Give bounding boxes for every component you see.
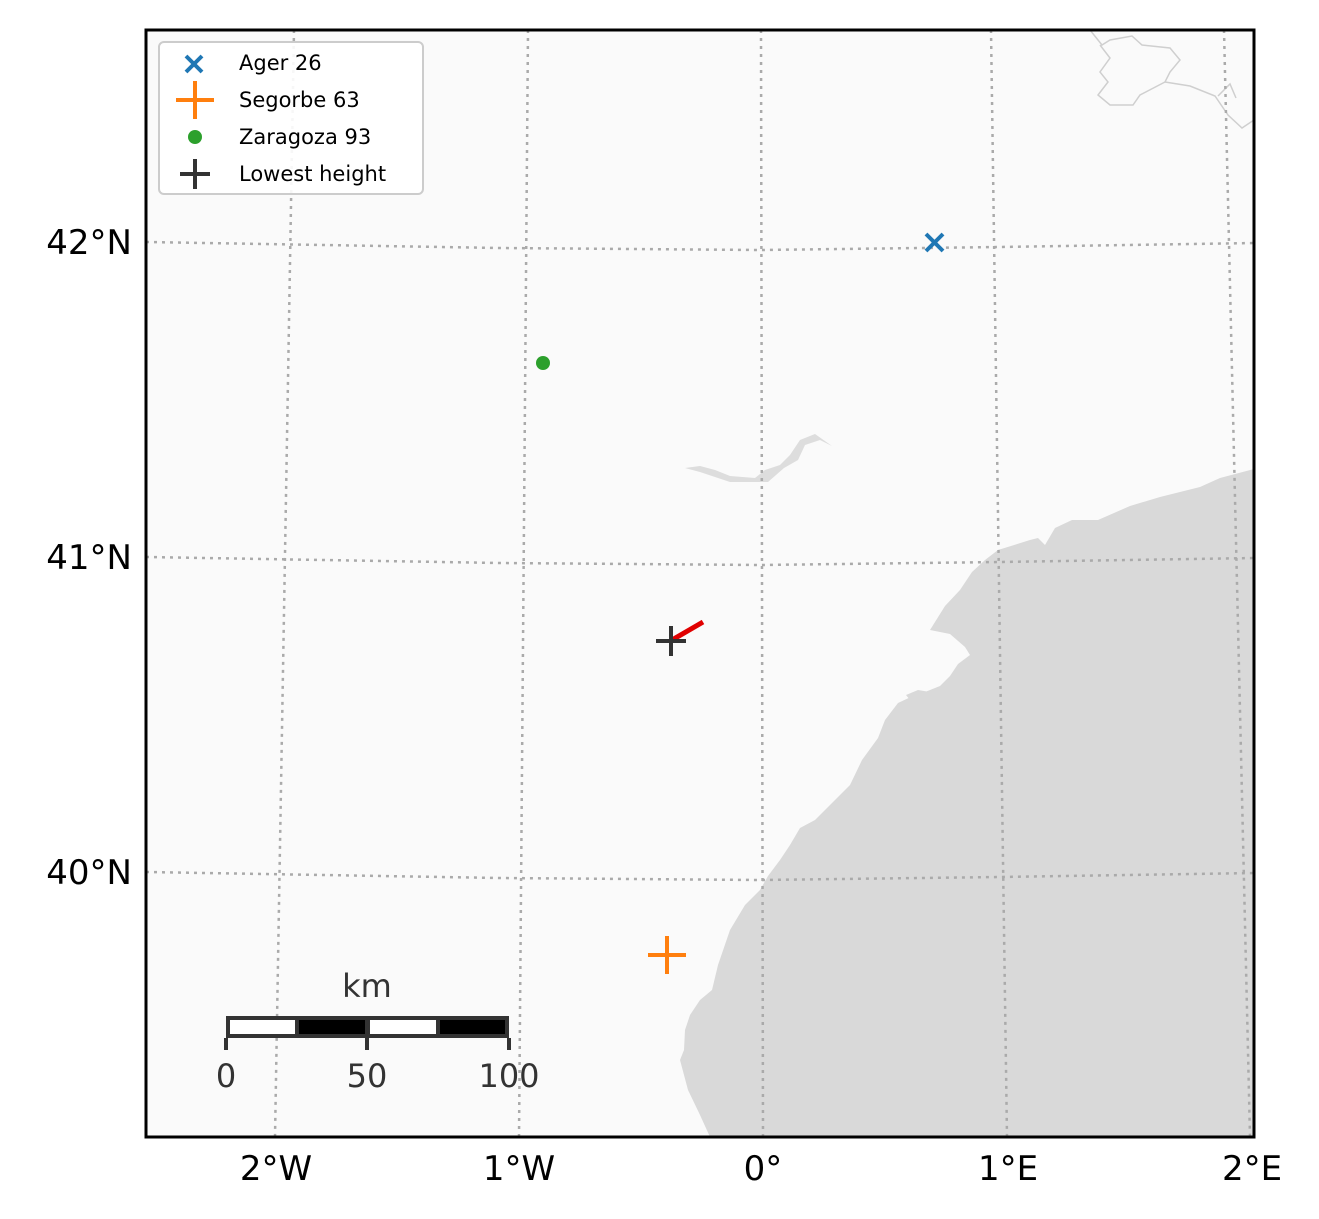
land-detail-1 (906, 690, 930, 700)
legend-marker-x-icon (184, 54, 204, 74)
legend-label-ager: Ager 26 (239, 51, 322, 75)
graticule (145, 29, 1255, 1138)
meridian-0 (759, 29, 765, 1138)
legend-marker-dot-icon (188, 130, 202, 144)
parallel-41n (145, 555, 1255, 567)
land-detail-2 (685, 434, 832, 482)
marker-zaragoza-93 (536, 356, 550, 370)
marker-ager-26 (924, 232, 945, 253)
legend: Ager 26 Segorbe 63 Zaragoza 93 Lowest he… (158, 41, 424, 195)
lat-label-42n: 42°N (46, 223, 132, 263)
meridian-1w (517, 29, 530, 1138)
meridian-2e (1222, 29, 1252, 1138)
scale-bar: km 0 50 100 (216, 967, 540, 1095)
scale-label-50: 50 (347, 1057, 388, 1095)
map-frame (144, 28, 1256, 1139)
land-coastline (680, 469, 1254, 1137)
scale-seg-1 (230, 1020, 295, 1034)
lon-label-2e: 2°E (1222, 1149, 1282, 1189)
border-lines (1089, 29, 1255, 129)
trajectory-segment (670, 619, 705, 643)
scale-bar-outline (226, 1016, 509, 1038)
lon-label-2w: 2°W (240, 1149, 312, 1189)
parallel-40n (145, 870, 1255, 882)
meridian-2w (273, 29, 296, 1138)
marker-segorbe-63 (648, 936, 686, 974)
lon-label-0: 0° (744, 1149, 783, 1189)
legend-marker-plus-orange-icon (176, 81, 214, 119)
lat-label-41n: 41°N (46, 538, 132, 578)
legend-label-lowest: Lowest height (239, 162, 386, 186)
legend-label-zaragoza: Zaragoza 93 (239, 125, 371, 149)
legend-box (158, 41, 424, 195)
meridian-1e (989, 29, 1009, 1138)
scale-seg-3 (370, 1020, 436, 1034)
scale-seg-2 (299, 1020, 365, 1034)
lon-label-1e: 1°E (978, 1149, 1038, 1189)
parallel-42n (145, 240, 1255, 252)
scale-label-100: 100 (478, 1057, 539, 1095)
scale-seg-4 (440, 1020, 505, 1034)
legend-label-segorbe: Segorbe 63 (239, 88, 360, 112)
lon-label-1w: 1°W (483, 1149, 555, 1189)
legend-marker-plus-dark-icon (180, 159, 210, 189)
marker-lowest-height (656, 626, 686, 656)
scale-unit: km (342, 967, 392, 1005)
lat-label-40n: 40°N (46, 853, 132, 893)
scale-label-0: 0 (216, 1057, 236, 1095)
